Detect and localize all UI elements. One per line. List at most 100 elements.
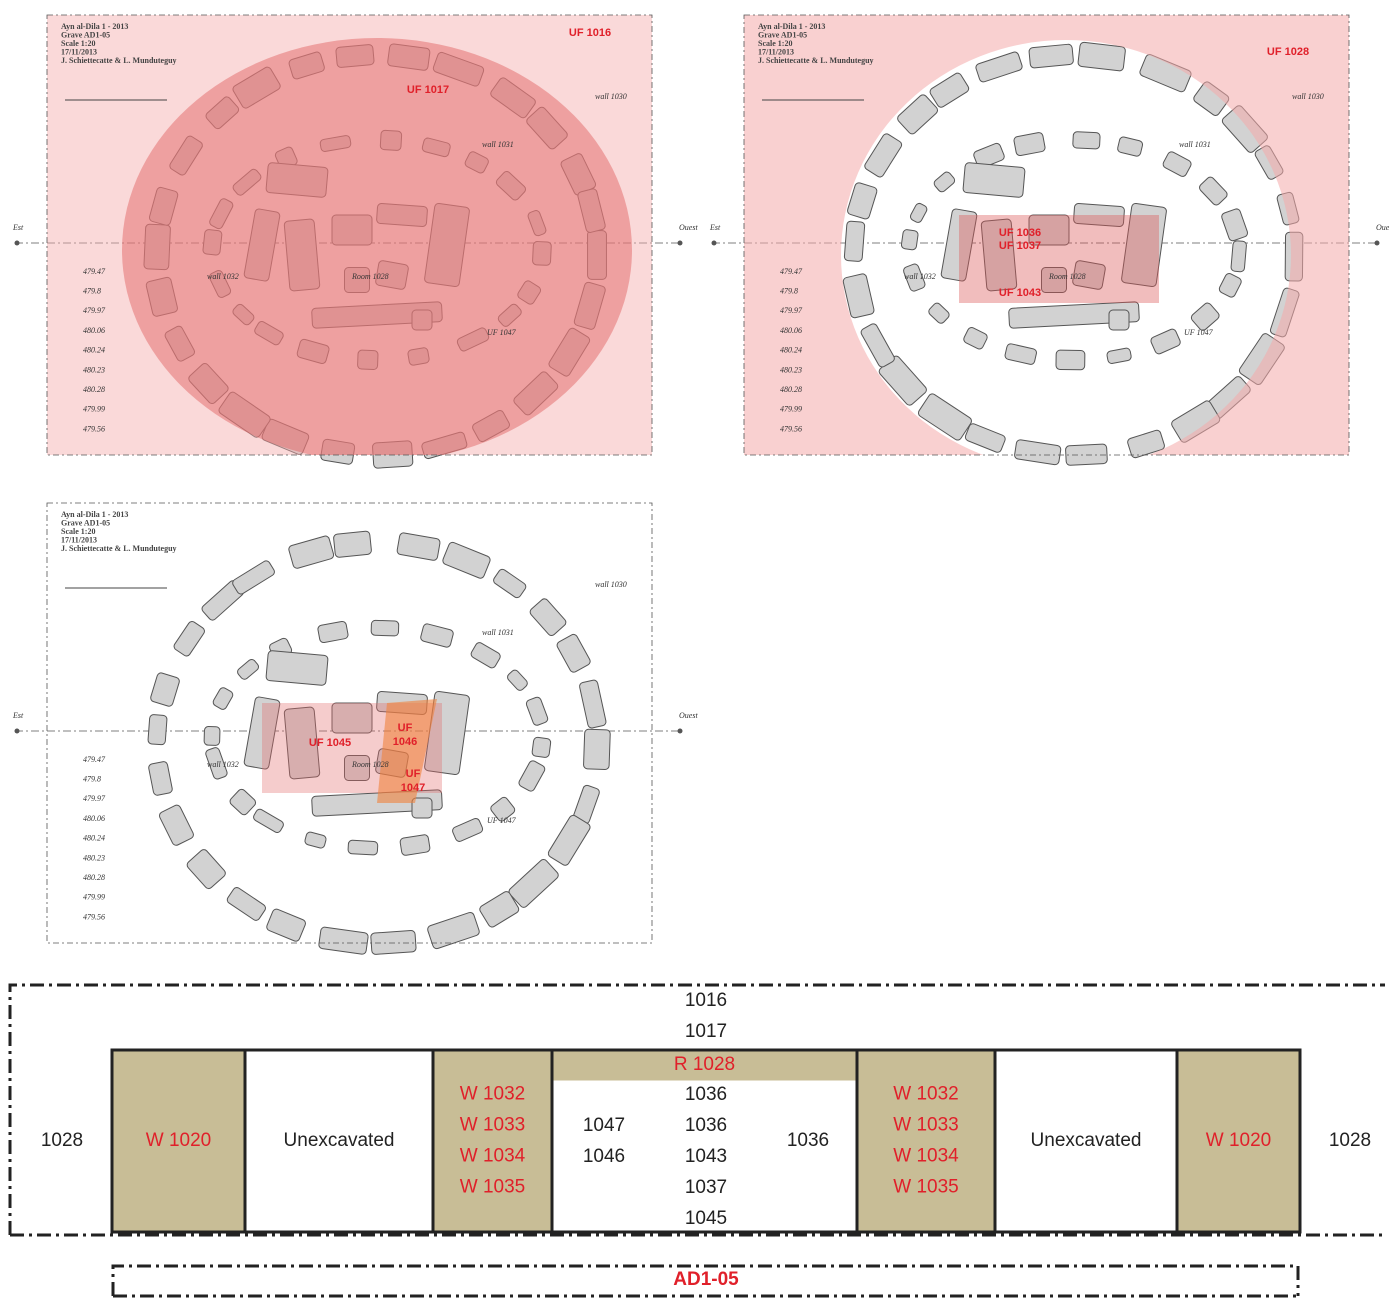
elevation: 479.99 bbox=[780, 405, 802, 414]
stone bbox=[283, 706, 321, 780]
matrix-cell bbox=[993, 1048, 1179, 1234]
plan-label: UF 1047 bbox=[487, 816, 517, 825]
plan-label: Room 1028 bbox=[1048, 272, 1086, 281]
elevation: 479.47 bbox=[780, 267, 803, 276]
elevation: 479.8 bbox=[780, 287, 798, 296]
stone bbox=[1221, 208, 1249, 242]
stone bbox=[317, 620, 349, 644]
stone bbox=[495, 171, 527, 201]
matrix-text: W 1033 bbox=[460, 1115, 525, 1136]
matrix-text: 1028 bbox=[41, 1130, 83, 1151]
stone bbox=[527, 210, 547, 237]
elevation: 479.56 bbox=[83, 912, 105, 921]
elevation: 480.28 bbox=[780, 385, 802, 394]
stone bbox=[266, 908, 306, 942]
stone bbox=[1127, 429, 1165, 459]
elevation: 479.47 bbox=[83, 755, 106, 764]
stone bbox=[525, 696, 549, 726]
stone bbox=[265, 162, 329, 198]
matrix-text: W 1032 bbox=[893, 1084, 958, 1105]
plan-border bbox=[46, 502, 653, 944]
elevation: 479.99 bbox=[83, 405, 105, 414]
matrix-text: 1017 bbox=[685, 1021, 727, 1042]
plan-label: UF 1047 bbox=[1184, 328, 1214, 337]
uf-label: UF 1016 bbox=[569, 27, 611, 39]
elevation: 480.24 bbox=[83, 834, 105, 843]
stone bbox=[232, 303, 255, 326]
stone bbox=[288, 535, 335, 569]
stone bbox=[226, 887, 266, 921]
stone bbox=[164, 325, 195, 362]
plan-header: 17/11/2013 bbox=[61, 535, 97, 544]
plan-header: Grave AD1-05 bbox=[61, 30, 110, 39]
plan-label: UF 1047 bbox=[487, 328, 517, 337]
stone bbox=[975, 51, 1023, 83]
stone bbox=[243, 696, 281, 770]
matrix-text: R 1028 bbox=[674, 1054, 735, 1075]
matrix-text: 1036 bbox=[787, 1130, 829, 1151]
stone bbox=[288, 51, 325, 80]
stone bbox=[333, 530, 372, 558]
stone bbox=[1072, 131, 1101, 150]
elevation: 479.8 bbox=[83, 287, 101, 296]
stone bbox=[229, 788, 257, 816]
plan-label: Room 1028 bbox=[351, 760, 389, 769]
stone bbox=[218, 391, 271, 438]
axis-end bbox=[677, 728, 683, 734]
stone bbox=[169, 135, 203, 176]
plan-header: Ayn al-Dila 1 - 2013 bbox=[61, 510, 128, 519]
west-label: Ouest bbox=[679, 711, 698, 720]
stone bbox=[1117, 136, 1144, 157]
matrix-text: W 1034 bbox=[460, 1146, 526, 1167]
stone bbox=[900, 229, 919, 251]
matrix-text: 1016 bbox=[685, 990, 727, 1011]
plan-label: wall 1032 bbox=[207, 760, 239, 769]
stone bbox=[1106, 347, 1132, 364]
elevation: 479.56 bbox=[83, 424, 105, 433]
stone bbox=[529, 598, 567, 637]
matrix-cell bbox=[110, 1048, 247, 1234]
stone bbox=[150, 672, 180, 707]
plan-header: Grave AD1-05 bbox=[61, 518, 110, 527]
stone bbox=[205, 747, 228, 780]
stone bbox=[304, 831, 327, 849]
uf-label: UF bbox=[398, 722, 413, 734]
stone bbox=[370, 930, 417, 955]
elevation: 480.28 bbox=[83, 873, 105, 882]
stone bbox=[490, 796, 516, 822]
matrix-text: Unexcavated bbox=[1031, 1130, 1142, 1151]
matrix-text: W 1020 bbox=[146, 1130, 211, 1151]
plan-border bbox=[743, 14, 1350, 456]
stone bbox=[1121, 202, 1167, 288]
stone bbox=[319, 135, 352, 152]
plan-header: J. Schiettecatte & L. Munduteguy bbox=[758, 56, 874, 65]
elevation: 480.23 bbox=[83, 365, 105, 374]
stone bbox=[490, 77, 536, 119]
stone bbox=[903, 263, 926, 292]
stone bbox=[531, 736, 552, 758]
east-label: Est bbox=[12, 711, 24, 720]
stone bbox=[372, 440, 414, 469]
stone bbox=[964, 423, 1006, 453]
stone bbox=[470, 642, 501, 669]
matrix-cell bbox=[855, 1048, 997, 1234]
stone bbox=[265, 650, 329, 686]
stone bbox=[843, 220, 866, 262]
elevation: 480.23 bbox=[83, 853, 105, 862]
stone bbox=[311, 301, 443, 329]
stone bbox=[517, 280, 542, 305]
east-label: Est bbox=[709, 223, 721, 232]
stone bbox=[424, 202, 470, 288]
stone bbox=[344, 755, 370, 781]
stone bbox=[442, 541, 491, 579]
stone bbox=[508, 859, 559, 908]
matrix-text: 1045 bbox=[685, 1208, 727, 1229]
footer-bracket bbox=[111, 1264, 1300, 1298]
stone bbox=[860, 323, 895, 368]
stone bbox=[331, 214, 373, 246]
stone bbox=[379, 129, 403, 151]
stone bbox=[344, 267, 370, 293]
stone bbox=[376, 203, 428, 227]
